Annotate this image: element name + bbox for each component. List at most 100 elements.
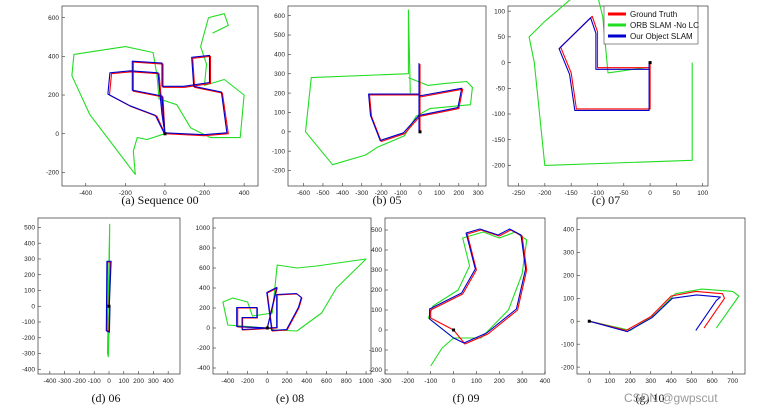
x-tick-label: 200	[133, 378, 144, 385]
y-tick-label: -150	[492, 137, 505, 144]
x-tick-label: -150	[565, 190, 578, 197]
y-tick-label: 300	[24, 256, 35, 263]
y-tick-label: -400	[197, 365, 210, 372]
x-tick-label: 800	[341, 378, 352, 385]
x-tick-label: -500	[316, 190, 329, 197]
y-tick-label: 50	[498, 34, 506, 41]
y-tick-label: 0	[206, 325, 210, 332]
panel-6: 0 100 200 300 400 500 600 700 -200 -100 0 100 200 300…	[561, 217, 746, 405]
y-tick-label: 1000	[196, 225, 211, 232]
x-tick-label: 100	[604, 378, 615, 385]
origin-marker	[587, 319, 591, 323]
y-tick-label: -400	[22, 366, 35, 373]
series-our-object-slam	[236, 286, 302, 332]
x-tick-label: -600	[297, 190, 310, 197]
y-tick-label: 400	[371, 247, 382, 254]
x-tick-label: 400	[163, 378, 174, 385]
panel-0: -400 -200 0 200 400 -200 0 200 400 600 (a) Sequenc…	[46, 5, 259, 207]
y-tick-label: 300	[371, 267, 382, 274]
x-tick-label: -100	[394, 190, 407, 197]
y-tick-label: -200	[272, 168, 285, 175]
x-tick-label: -100	[88, 378, 101, 385]
panel-4: -400 -200 0 200 400 600 800 1000 -400 -200 0 200 400…	[196, 217, 374, 405]
panel-frame	[287, 5, 487, 187]
x-tick-label: 400	[301, 378, 312, 385]
y-tick-label: 600	[199, 265, 210, 272]
y-tick-label: 200	[274, 90, 285, 97]
y-tick-label: 200	[48, 92, 59, 99]
x-tick-label: -250	[512, 190, 525, 197]
panel-caption: (f) 09	[453, 391, 480, 405]
y-tick-label: 400	[199, 285, 210, 292]
panel-caption: (a) Sequence 00	[121, 193, 198, 207]
y-tick-label: -100	[272, 148, 285, 155]
series-our-object-slam	[105, 260, 112, 333]
x-tick-label: 200	[453, 190, 464, 197]
series-ground-truth	[368, 64, 464, 143]
y-tick-label: 100	[494, 8, 505, 15]
y-tick-label: -300	[22, 351, 35, 358]
panel-frame	[576, 217, 746, 375]
origin-marker	[452, 328, 456, 332]
x-tick-label: -100	[424, 378, 437, 385]
y-tick-label: 100	[371, 307, 382, 314]
y-tick-label: -200	[197, 345, 210, 352]
x-tick-label: 100	[118, 378, 129, 385]
legend-label-orb-slam: ORB SLAM -No LC	[630, 21, 699, 30]
origin-marker	[648, 61, 652, 65]
x-tick-label: -200	[119, 190, 132, 197]
x-tick-label: 600	[321, 378, 332, 385]
x-tick-label: -400	[79, 190, 92, 197]
y-tick-label: 400	[24, 240, 35, 247]
y-tick-label: 300	[563, 250, 574, 257]
x-tick-label: -400	[43, 378, 56, 385]
origin-marker	[107, 304, 111, 308]
x-tick-label: -100	[591, 190, 604, 197]
y-tick-label: 300	[274, 71, 285, 78]
y-tick-label: 0	[281, 129, 285, 136]
x-tick-label: 0	[107, 378, 111, 385]
x-tick-label: 0	[163, 190, 167, 197]
x-tick-label: 200	[199, 190, 210, 197]
panel-frame	[384, 217, 546, 375]
y-tick-label: -200	[561, 364, 574, 371]
y-tick-label: -100	[22, 319, 35, 326]
series-ground-truth	[430, 229, 528, 345]
y-tick-label: 500	[371, 227, 382, 234]
y-tick-label: 200	[199, 305, 210, 312]
panel-caption: (b) 05	[373, 193, 402, 207]
x-tick-label: 400	[540, 378, 551, 385]
series-ground-truth	[589, 290, 726, 331]
y-tick-label: 400	[274, 52, 285, 59]
x-tick-label: -50	[619, 190, 629, 197]
legend: Ground Truth ORB SLAM -No LC Our Object …	[603, 5, 699, 45]
y-tick-label: 200	[371, 287, 382, 294]
x-tick-label: -200	[375, 190, 388, 197]
y-tick-label: -50	[496, 85, 506, 92]
x-tick-label: 100	[434, 190, 445, 197]
x-tick-label: 1000	[359, 378, 374, 385]
y-tick-label: 200	[563, 273, 574, 280]
y-tick-label: 800	[199, 245, 210, 252]
y-tick-label: 100	[563, 295, 574, 302]
x-tick-label: -200	[73, 378, 86, 385]
x-tick-label: 200	[625, 378, 636, 385]
y-tick-label: -100	[561, 341, 574, 348]
x-tick-label: -400	[221, 378, 234, 385]
x-tick-label: -300	[58, 378, 71, 385]
y-tick-label: 0	[55, 131, 59, 138]
series-orb-slam-no-lc	[222, 258, 367, 332]
series-our-object-slam	[589, 294, 721, 333]
x-tick-label: 300	[148, 378, 159, 385]
series-our-object-slam	[107, 54, 228, 136]
panel-5: -300 -200 -100 0 100 200 300 400 -200 -100 0 100 200…	[369, 217, 551, 405]
y-tick-label: -200	[22, 335, 35, 342]
x-tick-label: -300	[355, 190, 368, 197]
panel-1: -600 -500 -400 -300 -200 -100 0 100 200 300 -200 -1…	[272, 5, 487, 207]
y-tick-label: 0	[31, 303, 35, 310]
x-tick-label: 50	[673, 190, 681, 197]
x-tick-label: 400	[666, 378, 677, 385]
x-tick-label: 0	[266, 378, 270, 385]
origin-marker	[265, 326, 269, 330]
